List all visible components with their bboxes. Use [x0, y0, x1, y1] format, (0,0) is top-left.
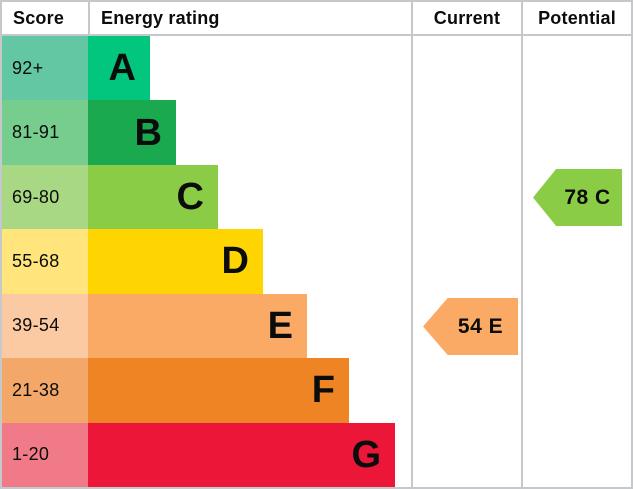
band-score-label-g: 1-20	[12, 444, 50, 465]
band-letter-b: B	[134, 111, 162, 154]
band-row-c: 69-80 C	[2, 164, 631, 230]
band-letter-c: C	[176, 176, 204, 219]
band-bar-g: G	[88, 422, 395, 487]
chart-header: Score Energy rating Current Potential	[2, 2, 631, 36]
band-bar-d: D	[88, 229, 263, 294]
band-letter-d: D	[221, 240, 249, 283]
band-row-g: 1-20 G	[2, 422, 631, 487]
band-row-f: 21-38 F	[2, 358, 631, 423]
header-potential: Potential	[538, 7, 616, 28]
band-score-cell-a: 92+	[2, 36, 88, 101]
band-row-b: 81-91 B	[2, 100, 631, 165]
band-score-label-a: 92+	[12, 57, 44, 78]
band-bar-f: F	[88, 358, 349, 423]
band-score-cell-e: 39-54	[2, 293, 88, 359]
band-rows: 92+ A 81-91 B 69-80 C 55-68	[2, 36, 631, 487]
band-score-cell-b: 81-91	[2, 100, 88, 165]
band-score-label-d: 55-68	[12, 250, 60, 271]
header-current: Current	[433, 7, 501, 28]
band-letter-a: A	[108, 47, 136, 90]
band-score-cell-f: 21-38	[2, 358, 88, 423]
band-score-label-e: 39-54	[12, 315, 60, 336]
band-letter-e: E	[267, 304, 293, 347]
band-score-cell-d: 55-68	[2, 229, 88, 294]
band-bar-a: A	[88, 36, 150, 101]
band-bar-b: B	[88, 100, 176, 165]
score-column-divider	[88, 2, 90, 34]
band-row-a: 92+ A	[2, 36, 631, 101]
band-bar-c: C	[88, 164, 218, 230]
potential-column-divider	[521, 2, 523, 487]
potential-rating-label: 78 C	[564, 185, 611, 209]
band-score-label-f: 21-38	[12, 379, 60, 400]
band-score-label-b: 81-91	[12, 122, 60, 143]
current-rating-label: 54 E	[457, 314, 504, 338]
band-row-d: 55-68 D	[2, 229, 631, 294]
header-energy-rating: Energy rating	[101, 7, 220, 28]
band-score-label-c: 69-80	[12, 186, 60, 207]
header-score: Score	[13, 7, 65, 28]
band-row-e: 39-54 E	[2, 293, 631, 359]
band-score-cell-g: 1-20	[2, 422, 88, 487]
band-bar-e: E	[88, 293, 307, 359]
band-letter-f: F	[311, 369, 335, 412]
band-score-cell-c: 69-80	[2, 164, 88, 230]
current-column-divider	[411, 2, 413, 487]
band-letter-g: G	[351, 433, 381, 476]
